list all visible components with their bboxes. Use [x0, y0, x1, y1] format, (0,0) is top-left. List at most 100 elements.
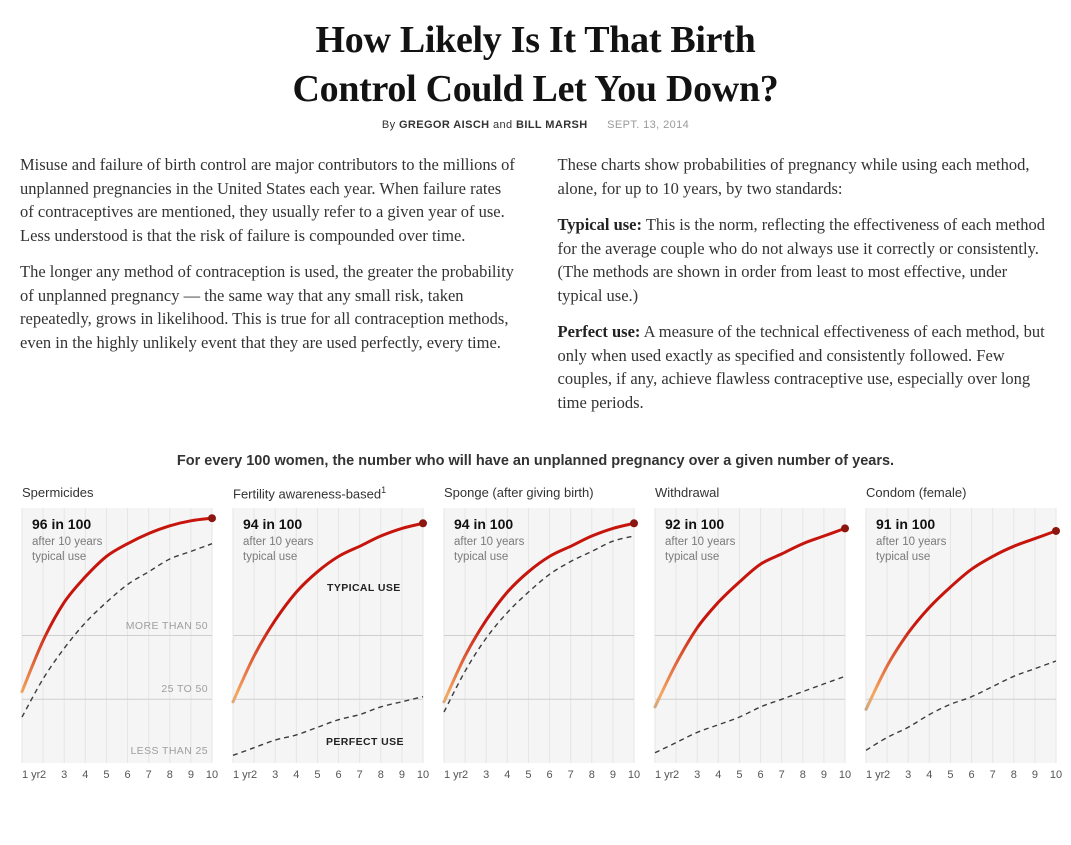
chart-title-text: Sponge (after giving birth)	[444, 485, 594, 501]
chart-title: Fertility awareness-based1	[233, 485, 423, 504]
byline-author-1: GREGOR AISCH	[398, 119, 490, 132]
x-axis-label: 1 yr	[444, 769, 463, 782]
x-axis-label: 4	[293, 769, 300, 782]
x-axis-label: 2	[462, 769, 469, 782]
callout-value: 92 in 100	[665, 516, 725, 533]
x-axis-label: 2	[251, 769, 258, 782]
x-axis-label: 5	[947, 769, 954, 782]
annotation-line: after 10 years	[32, 536, 103, 549]
annotation-line: typical use	[876, 551, 931, 564]
x-axis-label: 9	[820, 769, 827, 782]
chart-fertility-awareness-based: Fertility awareness-based1 94 in 100 after…	[231, 485, 429, 784]
zone-label: LESS THAN 25	[130, 745, 208, 758]
callout-value: 96 in 100	[32, 516, 92, 533]
annotation-line: typical use	[32, 551, 87, 564]
x-axis-label: 3	[61, 769, 68, 782]
chart-title: Condom (female)	[866, 485, 1056, 504]
chart-title: Sponge (after giving birth)	[444, 485, 634, 504]
chart-canvas	[864, 508, 1060, 764]
chart-withdrawal: Withdrawal 92 in 100 after 10 years typical…	[653, 485, 851, 784]
zone-label: MORE THAN 50	[125, 620, 208, 633]
chart-title: Spermicides	[22, 485, 212, 504]
endpoint-dot	[1052, 527, 1060, 536]
typical-use-label: TYPICAL USE	[327, 582, 401, 595]
x-axis: 1 yr 2 3 4 5 6 7 8 9 10	[22, 768, 218, 784]
chart-canvas	[20, 508, 216, 764]
chart-sponge-after-giving-birth: Sponge (after giving birth) 94 in 100 afte…	[442, 485, 640, 784]
chart-title-text: Withdrawal	[655, 485, 720, 501]
x-axis-label: 6	[968, 769, 975, 782]
typical-use-line	[653, 527, 847, 709]
intro-section: Misuse and failure of birth control are …	[0, 131, 1071, 427]
byline-author-2: BILL MARSH	[516, 119, 588, 132]
x-axis: 1 yr 2 3 4 5 6 7 8 9 10	[866, 768, 1062, 784]
perfect-use-line	[865, 660, 1057, 752]
x-axis-label: 6	[124, 769, 131, 782]
x-axis-label: 3	[272, 769, 279, 782]
annotation-line: after 10 years	[243, 536, 314, 549]
x-axis-label: 4	[926, 769, 933, 782]
x-axis-label: 6	[335, 769, 342, 782]
x-axis-label: 4	[82, 769, 89, 782]
x-axis-label: 2	[673, 769, 680, 782]
perfect-use-label: PERFECT USE	[326, 736, 404, 749]
chart-plot: 92 in 100 after 10 years typical use	[653, 508, 849, 764]
typical-use-definition: Typical use: This is the norm, reflectin…	[558, 213, 1056, 307]
x-axis-label: 2	[884, 769, 891, 782]
chart-spermicides: Spermicides 96 in 100 after 10 years typica…	[20, 485, 218, 784]
x-axis-label: 2	[40, 769, 47, 782]
perfect-use-line	[654, 675, 846, 754]
x-axis-label: 1 yr	[655, 769, 674, 782]
byline-by: By	[381, 119, 396, 132]
x-axis-label: 4	[715, 769, 722, 782]
x-axis-label: 8	[377, 769, 384, 782]
x-axis-label: 7	[567, 769, 574, 782]
callout-value: 91 in 100	[876, 516, 936, 533]
x-axis-label: 7	[778, 769, 785, 782]
x-axis-label: 7	[145, 769, 152, 782]
zone-label: 25 TO 50	[161, 683, 208, 696]
x-axis-label: 8	[588, 769, 595, 782]
chart-annotation: 96 in 100 after 10 years typical use	[32, 516, 102, 565]
chart-annotation: 91 in 100 after 10 years typical use	[876, 516, 946, 565]
perfect-use-definition: Perfect use: A measure of the technical …	[558, 320, 1056, 414]
article-title-line1: How Likely Is It That Birth	[315, 19, 756, 61]
chart-title-text: Condom (female)	[866, 485, 967, 501]
byline-and: and	[492, 119, 513, 132]
x-axis-label: 7	[356, 769, 363, 782]
x-axis-label: 9	[609, 769, 616, 782]
x-axis-label: 1 yr	[866, 769, 885, 782]
chart-annotation: 94 in 100 after 10 years typical use	[243, 516, 313, 565]
x-axis-label: 8	[1010, 769, 1017, 782]
chart-annotation: 92 in 100 after 10 years typical use	[665, 516, 735, 565]
endpoint-dot	[841, 524, 849, 533]
typical-use-line	[442, 522, 636, 704]
x-axis-label: 6	[757, 769, 764, 782]
x-axis: 1 yr 2 3 4 5 6 7 8 9 10	[655, 768, 851, 784]
chart-annotation: 94 in 100 after 10 years typical use	[454, 516, 524, 565]
intro-right-column: These charts show probabilities of pregn…	[558, 153, 1056, 427]
x-axis-label: 9	[187, 769, 194, 782]
x-axis: 1 yr 2 3 4 5 6 7 8 9 10	[233, 768, 429, 784]
x-axis-label: 7	[989, 769, 996, 782]
annotation-line: after 10 years	[665, 536, 736, 549]
annotation-line: typical use	[454, 551, 509, 564]
byline: By GREGOR AISCH and BILL MARSH SEPT. 13,…	[0, 119, 1071, 131]
x-axis-label: 3	[483, 769, 490, 782]
x-axis-label: 1 yr	[233, 769, 252, 782]
charts-section: For every 100 women, the number who will…	[0, 453, 1071, 784]
annotation-line: after 10 years	[454, 536, 525, 549]
x-axis-label: 5	[314, 769, 321, 782]
chart-plot: 96 in 100 after 10 years typical use MORE T…	[20, 508, 216, 764]
charts-section-header: For every 100 women, the number who will…	[176, 453, 895, 470]
chart-canvas	[653, 508, 849, 764]
chart-plot: 94 in 100 after 10 years typical use	[442, 508, 638, 764]
x-axis-label: 4	[504, 769, 511, 782]
annotation-line: typical use	[665, 551, 720, 564]
x-axis-label: 3	[694, 769, 701, 782]
typical-use-line	[20, 516, 214, 694]
x-axis-label: 3	[905, 769, 912, 782]
typical-use-text: This is the norm, reflecting the effecti…	[557, 215, 1046, 305]
chart-plot: 91 in 100 after 10 years typical use	[864, 508, 1060, 764]
typical-use-lead: Typical use:	[557, 215, 643, 235]
